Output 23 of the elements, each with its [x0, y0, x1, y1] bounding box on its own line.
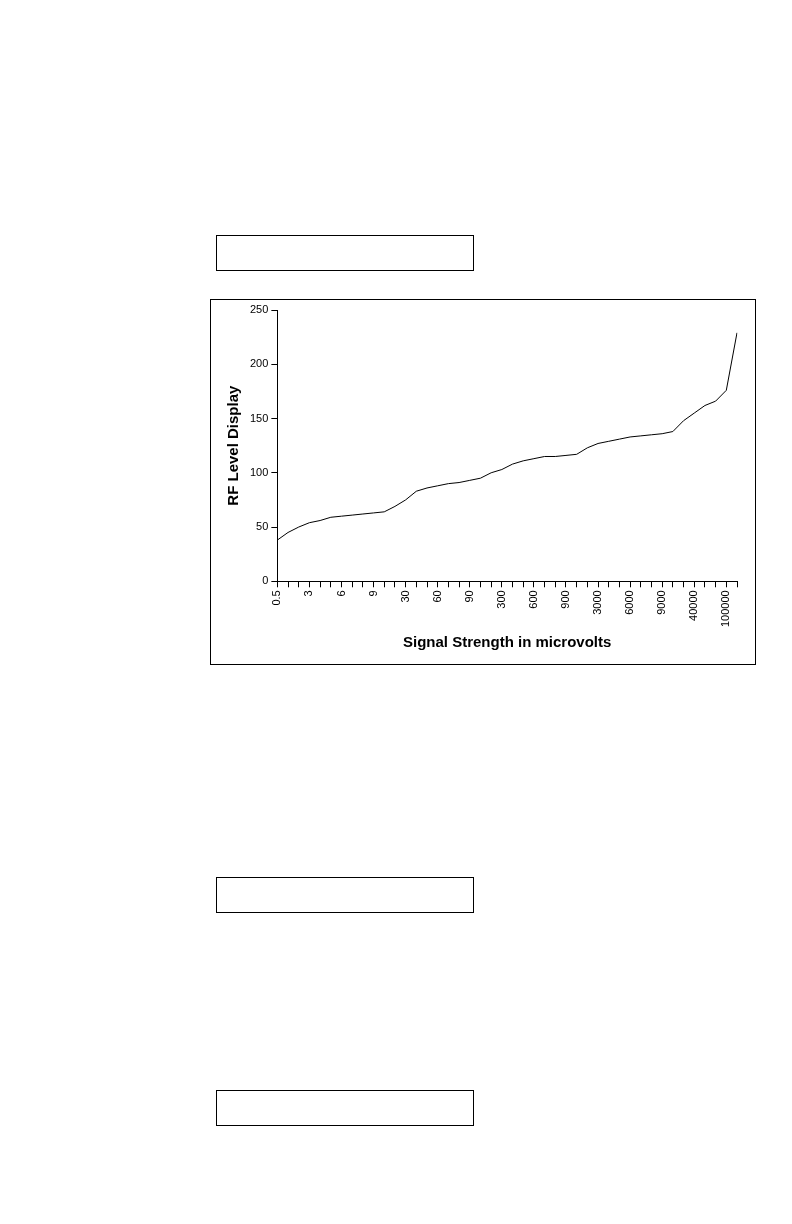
x-tick-label: 300 [494, 590, 507, 609]
x-tick-label: 0.5 [270, 590, 283, 606]
x-tick-label: 9000 [655, 590, 668, 615]
x-axis-title: Signal Strength in microvolts [403, 633, 612, 651]
x-tick-label: 6000 [623, 590, 636, 615]
y-tick-label: 200 [249, 357, 269, 370]
x-tick-label: 60 [430, 590, 443, 603]
x-tick-label: 100000 [719, 590, 732, 628]
x-tick-label: 9 [366, 590, 379, 597]
y-tick-label: 0 [262, 574, 269, 587]
x-tick-label: 90 [462, 590, 475, 603]
x-tick-label: 3 [302, 590, 315, 597]
x-tick-label: 600 [526, 590, 539, 609]
x-tick-label: 30 [398, 590, 411, 603]
x-tick-label: 6 [334, 590, 347, 597]
y-tick-label: 250 [249, 303, 269, 316]
x-tick-label: 3000 [591, 590, 604, 615]
x-tick-label: 40000 [687, 590, 700, 621]
y-tick-label: 150 [249, 411, 269, 424]
y-tick-label: 100 [249, 465, 269, 478]
x-tick-label: 900 [559, 590, 571, 609]
y-tick-label: 50 [256, 520, 269, 533]
y-axis-title: RF Level Display [224, 384, 242, 506]
